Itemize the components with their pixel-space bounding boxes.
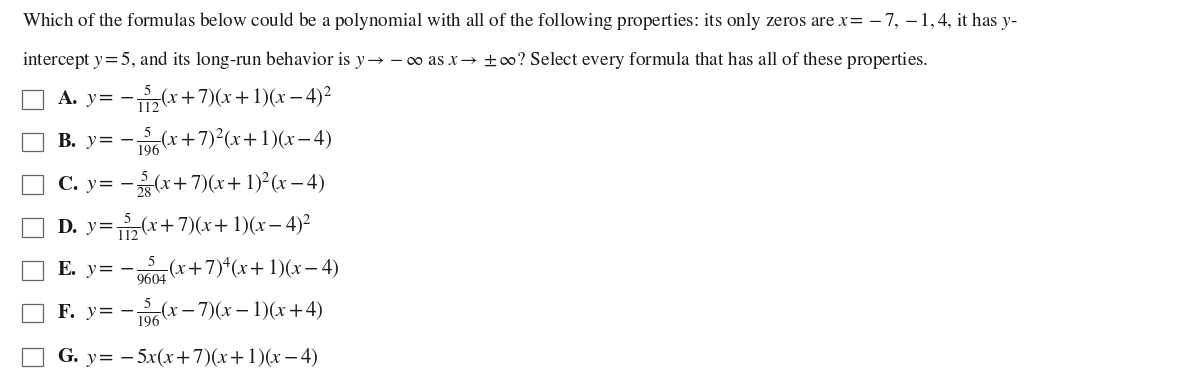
- Text: $y = -\frac{5}{196}(x-7)(x-1)(x+4)$: $y = -\frac{5}{196}(x-7)(x-1)(x+4)$: [86, 297, 324, 329]
- Bar: [22, 348, 43, 366]
- Text: Which of the formulas below could be a polynomial with all of the following prop: Which of the formulas below could be a p…: [22, 10, 1018, 32]
- Text: $y = -\frac{5}{9604}(x+7)^4(x+1)(x-4)$: $y = -\frac{5}{9604}(x+7)^4(x+1)(x-4)$: [86, 254, 340, 287]
- Text: $y = \frac{5}{112}(x+7)(x+1)(x-4)^2$: $y = \frac{5}{112}(x+7)(x+1)(x-4)^2$: [86, 212, 312, 244]
- Bar: [22, 304, 43, 322]
- Text: D.: D.: [58, 219, 78, 237]
- Text: $y = -\frac{5}{112}(x+7)(x+1)(x-4)^2$: $y = -\frac{5}{112}(x+7)(x+1)(x-4)^2$: [86, 83, 332, 115]
- Bar: [22, 90, 43, 109]
- Text: B.: B.: [58, 133, 77, 151]
- Text: A.: A.: [58, 90, 78, 108]
- Text: F.: F.: [58, 304, 76, 322]
- Bar: [22, 261, 43, 280]
- Text: $y = -5x(x+7)(x+1)(x-4)$: $y = -5x(x+7)(x+1)(x-4)$: [86, 345, 319, 369]
- Text: $y = -\frac{5}{196}(x+7)^2(x+1)(x-4)$: $y = -\frac{5}{196}(x+7)^2(x+1)(x-4)$: [86, 126, 332, 158]
- Text: C.: C.: [58, 176, 78, 194]
- Text: $y = -\frac{5}{28}(x+7)(x+1)^2(x-4)$: $y = -\frac{5}{28}(x+7)(x+1)^2(x-4)$: [86, 169, 325, 200]
- Bar: [22, 133, 43, 151]
- Bar: [22, 175, 43, 194]
- Bar: [22, 218, 43, 237]
- Text: intercept $y = 5$, and its long-run behavior is $y \rightarrow -\infty$ as $x \r: intercept $y = 5$, and its long-run beha…: [22, 49, 928, 71]
- Text: G.: G.: [58, 348, 79, 366]
- Text: E.: E.: [58, 261, 77, 279]
